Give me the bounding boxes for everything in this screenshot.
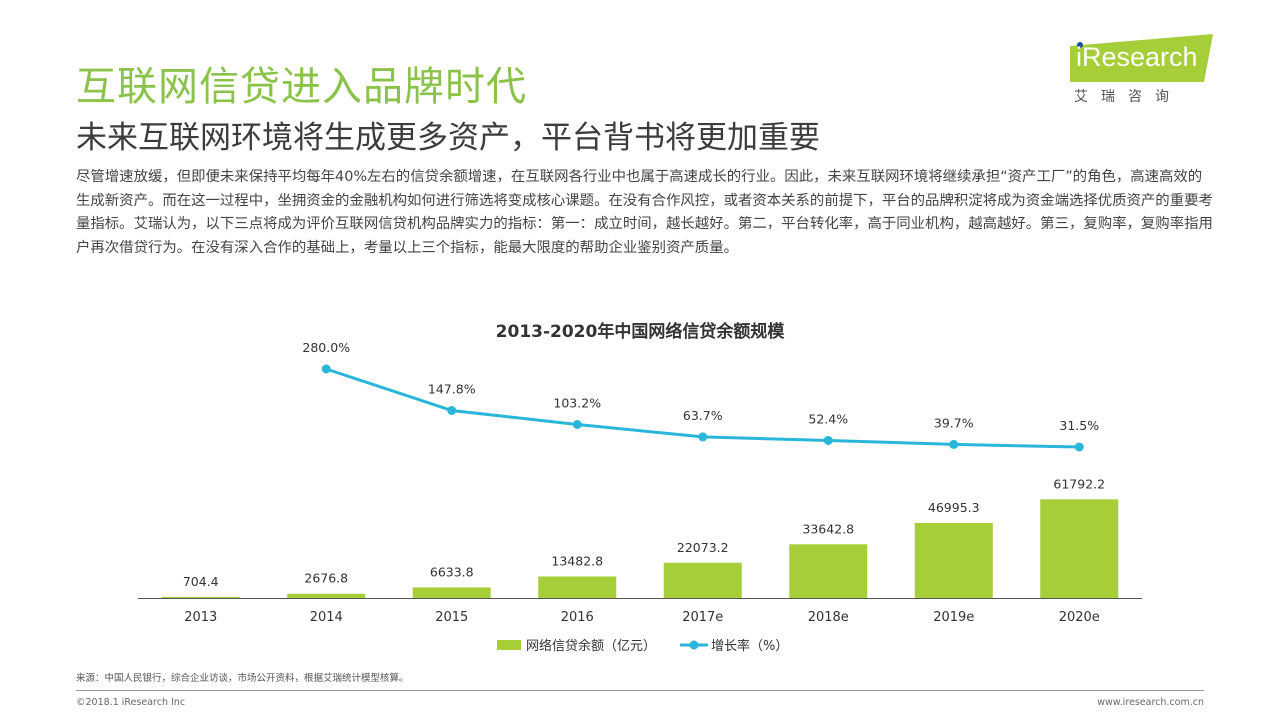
chart-title: 2013-2020年中国网络信贷余额规模 [496, 321, 786, 342]
bar-2015 [412, 587, 491, 598]
bar-label-2013: 704.4 [183, 574, 219, 589]
legend-swatch-balance [497, 640, 521, 650]
footer-copyright: ©2018.1 iResearch Inc [76, 697, 186, 708]
legend-label-growth: 增长率（%） [711, 638, 788, 654]
growth-point-2019e [949, 439, 959, 449]
growth-label-2017e: 63.7% [683, 408, 723, 423]
bar-label-2014: 2676.8 [304, 571, 348, 586]
bar-series [161, 499, 1119, 598]
growth-point-2017e [698, 432, 708, 442]
logo-cn-text: 艾瑞咨询 [1074, 89, 1182, 105]
bar-label-2017e: 22073.2 [677, 540, 729, 555]
logo-banner [1070, 34, 1213, 82]
bar-2016 [538, 576, 617, 598]
bar-2014 [287, 593, 366, 598]
page-subtitle: 未来互联网环境将生成更多资产，平台背书将更加重要 [76, 120, 820, 156]
x-tick-2016: 2016 [561, 610, 594, 625]
logo-brand-text: iResearch [1076, 42, 1198, 72]
legend: 网络信贷余额（亿元） 增长率（%） [497, 638, 788, 654]
growth-point-2018e [823, 435, 833, 445]
x-tick-2014: 2014 [310, 610, 343, 625]
bar-2019e [914, 522, 993, 598]
x-tick-labels: 2013 2014 2015 2016 2017e 2018e 2019e 2020e [184, 610, 1100, 625]
bar-label-2020e: 61792.2 [1053, 476, 1105, 491]
bar-2018e [789, 544, 868, 598]
growth-point-2016 [572, 419, 582, 429]
x-tick-2017e: 2017e [682, 610, 723, 625]
growth-label-2016: 103.2% [553, 395, 601, 410]
bar-2020e [1040, 499, 1119, 598]
legend-label-balance: 网络信贷余额（亿元） [526, 638, 656, 654]
page-title: 互联网信贷进入品牌时代 [76, 64, 527, 110]
body-paragraph: 尽管增速放缓，但即便未来保持平均每年40%左右的信贷余额增速，在互联网各行业中也… [76, 169, 1213, 256]
x-tick-2015: 2015 [435, 610, 468, 625]
legend-swatch-growth-marker [689, 640, 699, 650]
footer-url[interactable]: www.iresearch.com.cn [1097, 697, 1204, 708]
bar-labels: 704.4 2676.8 6633.8 13482.8 22073.2 33642.8 46… [183, 476, 1105, 589]
footer-divider [76, 690, 1204, 691]
source-note: 来源：中国人民银行，综合企业访谈，市场公开资料，根据艾瑞统计模型核算。 [76, 673, 409, 684]
loan-balance-chart: 2013-2020年中国网络信贷余额规模 704.4 2676.8 6633.8 13… [138, 321, 1142, 654]
x-tick-2013: 2013 [184, 610, 217, 625]
bar-label-2019e: 46995.3 [928, 500, 980, 515]
growth-label-2020e: 31.5% [1059, 418, 1099, 433]
bar-2017e [663, 562, 742, 598]
growth-point-2014 [321, 364, 331, 374]
growth-line-series: 280.0% 147.8% 103.2% 63.7% 52.4% 39.7% 31.5% [302, 340, 1099, 452]
growth-point-2015 [447, 405, 457, 415]
x-tick-2020e: 2020e [1059, 610, 1100, 625]
logo-dot-icon [1077, 42, 1083, 48]
x-tick-2018e: 2018e [808, 610, 849, 625]
bar-2013 [161, 596, 240, 598]
bar-label-2015: 6633.8 [430, 564, 474, 579]
growth-point-2020e [1074, 442, 1084, 452]
iresearch-logo[interactable]: iResearch 艾瑞咨询 [1070, 34, 1220, 114]
x-tick-2019e: 2019e [933, 610, 974, 625]
bar-label-2016: 13482.8 [551, 553, 603, 568]
growth-label-2019e: 39.7% [934, 415, 974, 430]
growth-label-2014: 280.0% [302, 340, 350, 355]
bar-label-2018e: 33642.8 [802, 521, 854, 536]
growth-label-2018e: 52.4% [808, 411, 848, 426]
growth-label-2015: 147.8% [428, 381, 476, 396]
